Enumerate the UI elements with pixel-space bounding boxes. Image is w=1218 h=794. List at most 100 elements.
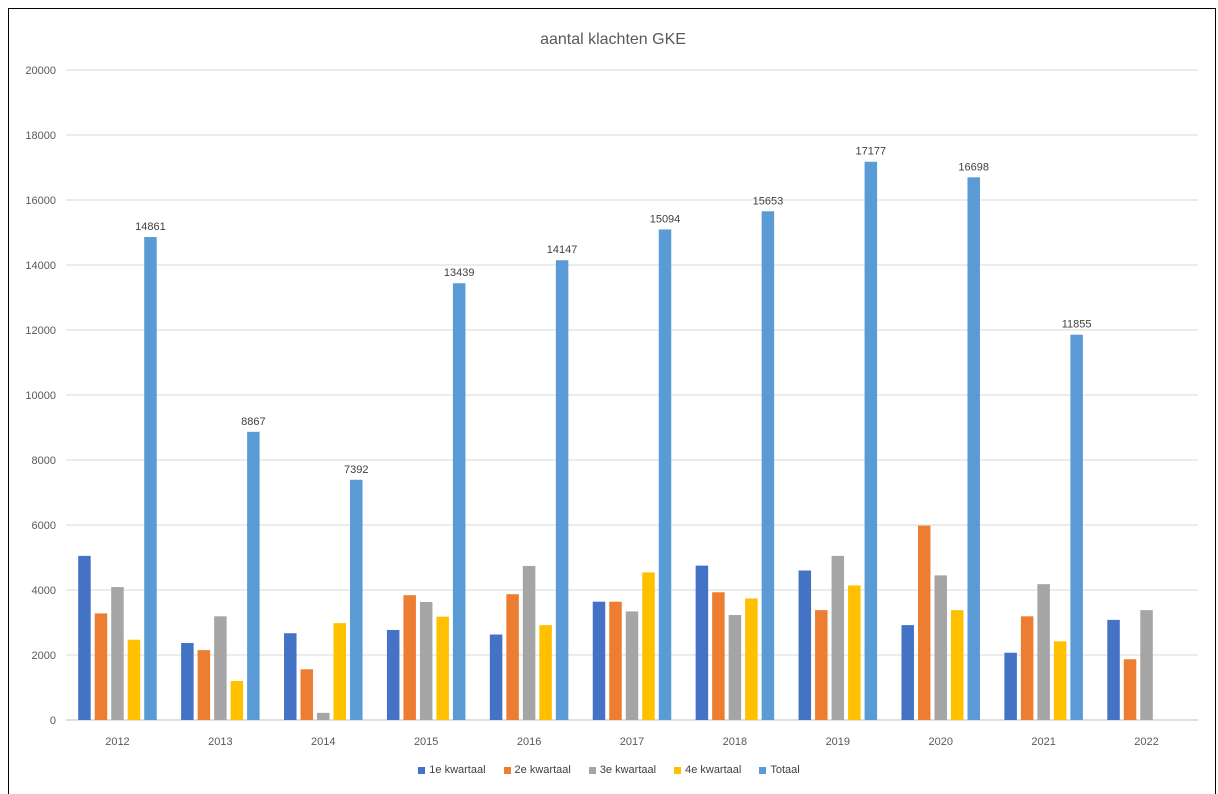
bar-3e-kwartaal-2021 xyxy=(1037,584,1050,720)
bar-2e-kwartaal-2016 xyxy=(506,594,519,720)
y-tick-label: 0 xyxy=(50,715,56,727)
chart-title: aantal klachten GKE xyxy=(540,31,686,48)
data-label: 15094 xyxy=(650,213,681,225)
bar-totaal-2014 xyxy=(350,480,363,720)
legend: 1e kwartaal 2e kwartaal 3e kwartaal 4e kwar… xyxy=(0,764,1218,776)
y-tick-label: 10000 xyxy=(25,390,56,402)
bar-1e-kwartaal-2016 xyxy=(490,635,503,720)
bar-2e-kwartaal-2019 xyxy=(815,610,828,720)
data-label: 7392 xyxy=(344,464,368,476)
bar-1e-kwartaal-2018 xyxy=(696,566,709,720)
bar-3e-kwartaal-2018 xyxy=(729,615,742,720)
legend-swatch xyxy=(418,767,425,774)
bar-3e-kwartaal-2012 xyxy=(111,587,124,720)
bar-totaal-2020 xyxy=(967,177,980,720)
x-tick-label: 2015 xyxy=(414,736,438,748)
y-tick-label: 18000 xyxy=(25,130,56,142)
bar-2e-kwartaal-2015 xyxy=(403,595,416,720)
bar-4e-kwartaal-2017 xyxy=(642,572,655,720)
legend-label: 2e kwartaal xyxy=(515,764,571,776)
bars xyxy=(78,162,1153,720)
y-tick-label: 2000 xyxy=(32,650,56,662)
bar-3e-kwartaal-2016 xyxy=(523,566,536,720)
bar-4e-kwartaal-2018 xyxy=(745,598,758,720)
bar-1e-kwartaal-2019 xyxy=(799,571,812,721)
data-label: 14147 xyxy=(547,244,578,256)
legend-item: Totaal xyxy=(759,764,799,776)
bar-totaal-2017 xyxy=(659,229,672,720)
bar-3e-kwartaal-2017 xyxy=(626,611,639,720)
legend-item: 2e kwartaal xyxy=(504,764,571,776)
bar-4e-kwartaal-2020 xyxy=(951,610,964,720)
y-tick-label: 16000 xyxy=(25,195,56,207)
y-tick-label: 6000 xyxy=(32,520,56,532)
legend-item: 3e kwartaal xyxy=(589,764,656,776)
legend-label: Totaal xyxy=(770,764,799,776)
x-tick-label: 2013 xyxy=(208,736,232,748)
bar-2e-kwartaal-2018 xyxy=(712,592,725,720)
data-labels: 14861 8867 7392 13439 14147 15094 15653 17177 16… xyxy=(135,146,1091,476)
y-axis-ticks: 0 2000 4000 6000 8000 10000 12000 14000 16000 180… xyxy=(25,65,56,727)
legend-label: 4e kwartaal xyxy=(685,764,741,776)
data-label: 14861 xyxy=(135,221,166,233)
bar-1e-kwartaal-2012 xyxy=(78,556,91,720)
legend-swatch xyxy=(674,767,681,774)
bar-totaal-2018 xyxy=(762,211,775,720)
data-label: 16698 xyxy=(958,161,989,173)
bar-1e-kwartaal-2015 xyxy=(387,630,400,720)
y-tick-label: 20000 xyxy=(25,65,56,77)
data-label: 11855 xyxy=(1062,319,1092,331)
bar-3e-kwartaal-2020 xyxy=(934,575,947,720)
x-tick-label: 2021 xyxy=(1031,736,1055,748)
y-tick-label: 8000 xyxy=(32,455,56,467)
bar-4e-kwartaal-2012 xyxy=(128,640,141,720)
bar-1e-kwartaal-2021 xyxy=(1004,653,1017,720)
data-label: 17177 xyxy=(856,146,887,158)
y-tick-label: 4000 xyxy=(32,585,56,597)
x-tick-label: 2012 xyxy=(105,736,129,748)
bar-2e-kwartaal-2013 xyxy=(198,650,211,720)
bar-3e-kwartaal-2022 xyxy=(1140,610,1153,720)
x-axis-ticks: 2012 2013 2014 2015 2016 2017 2018 2019 2020 2021… xyxy=(105,736,1159,748)
bar-2e-kwartaal-2012 xyxy=(95,613,108,720)
data-label: 15653 xyxy=(753,195,784,207)
x-tick-label: 2018 xyxy=(723,736,747,748)
bar-4e-kwartaal-2014 xyxy=(334,623,347,720)
bar-1e-kwartaal-2022 xyxy=(1107,620,1120,720)
legend-swatch xyxy=(759,767,766,774)
bar-2e-kwartaal-2017 xyxy=(609,602,622,720)
legend-swatch xyxy=(589,767,596,774)
x-tick-label: 2016 xyxy=(517,736,541,748)
bar-totaal-2012 xyxy=(144,237,157,720)
y-tick-label: 14000 xyxy=(25,260,56,272)
data-label: 8867 xyxy=(241,416,265,428)
bar-totaal-2013 xyxy=(247,432,260,720)
legend-label: 1e kwartaal xyxy=(429,764,485,776)
bar-1e-kwartaal-2017 xyxy=(593,602,606,720)
bar-4e-kwartaal-2013 xyxy=(231,681,244,720)
x-tick-label: 2014 xyxy=(311,736,335,748)
legend-item: 4e kwartaal xyxy=(674,764,741,776)
bar-4e-kwartaal-2021 xyxy=(1054,641,1067,720)
bar-1e-kwartaal-2014 xyxy=(284,633,297,720)
bar-3e-kwartaal-2019 xyxy=(832,556,845,720)
legend-item: 1e kwartaal xyxy=(418,764,485,776)
bar-1e-kwartaal-2013 xyxy=(181,643,194,720)
bar-2e-kwartaal-2021 xyxy=(1021,616,1034,720)
bar-2e-kwartaal-2020 xyxy=(918,526,931,720)
bar-totaal-2021 xyxy=(1070,335,1083,720)
bar-4e-kwartaal-2016 xyxy=(539,625,552,720)
bar-4e-kwartaal-2015 xyxy=(436,617,449,720)
bar-4e-kwartaal-2019 xyxy=(848,585,861,720)
bar-2e-kwartaal-2022 xyxy=(1124,659,1137,720)
legend-swatch xyxy=(504,767,511,774)
bar-totaal-2015 xyxy=(453,283,466,720)
bar-3e-kwartaal-2015 xyxy=(420,602,433,720)
legend-label: 3e kwartaal xyxy=(600,764,656,776)
x-tick-label: 2020 xyxy=(928,736,952,748)
x-tick-label: 2022 xyxy=(1134,736,1158,748)
bar-totaal-2019 xyxy=(865,162,878,720)
bar-totaal-2016 xyxy=(556,260,569,720)
bar-1e-kwartaal-2020 xyxy=(901,625,914,720)
